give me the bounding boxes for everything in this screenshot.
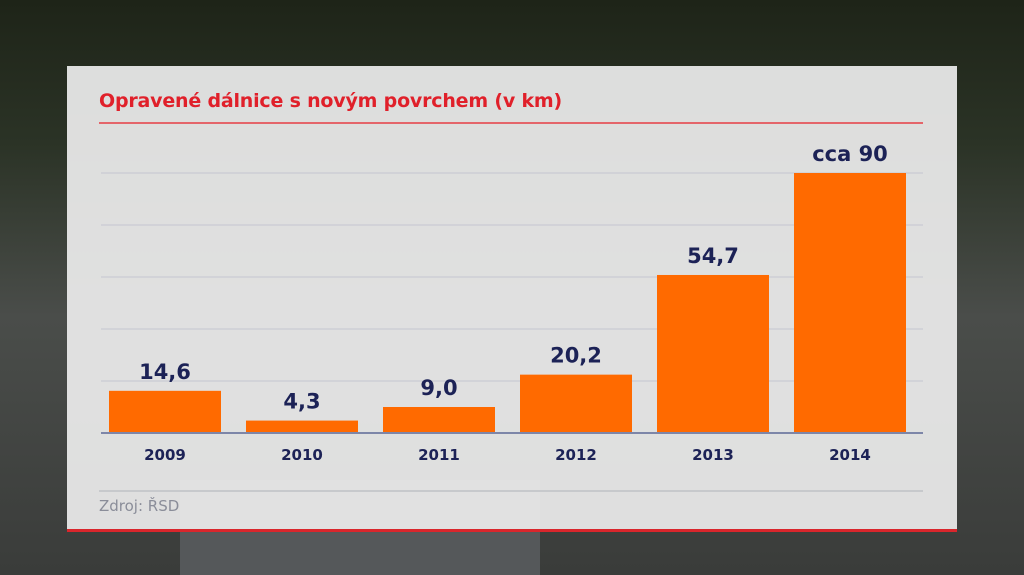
x-tick-label: 2014 xyxy=(829,446,871,464)
bar-2014 xyxy=(794,173,906,433)
x-tick-label: 2009 xyxy=(144,446,186,464)
chart-title: Opravené dálnice s novým povrchem (v km) xyxy=(99,90,562,112)
data-label: 54,7 xyxy=(687,244,739,268)
x-tick-label: 2010 xyxy=(281,446,323,464)
bar-2010 xyxy=(246,420,358,433)
bar-chart: 14,6 2009 4,3 2010 9,0 2011 20,2 2012 54,7 2013 cc… xyxy=(101,142,923,464)
chart-panel: Opravené dálnice s novým povrchem (v km)… xyxy=(67,66,957,532)
data-label: 14,6 xyxy=(139,360,191,384)
data-label: 4,3 xyxy=(283,390,320,414)
x-tick-label: 2013 xyxy=(692,446,734,464)
data-label: 20,2 xyxy=(550,344,602,368)
title-rule xyxy=(99,122,923,124)
bar-2011 xyxy=(383,407,495,433)
bar-2012 xyxy=(520,374,632,433)
x-tick-label: 2012 xyxy=(555,446,597,464)
data-label: cca 90 xyxy=(812,142,888,166)
footer-rule xyxy=(99,490,923,492)
x-tick-label: 2011 xyxy=(418,446,460,464)
data-label: 9,0 xyxy=(420,376,457,400)
source-note: Zdroj: ŘSD xyxy=(99,497,180,515)
bar-2013 xyxy=(657,274,769,433)
bar-2009 xyxy=(109,390,221,433)
